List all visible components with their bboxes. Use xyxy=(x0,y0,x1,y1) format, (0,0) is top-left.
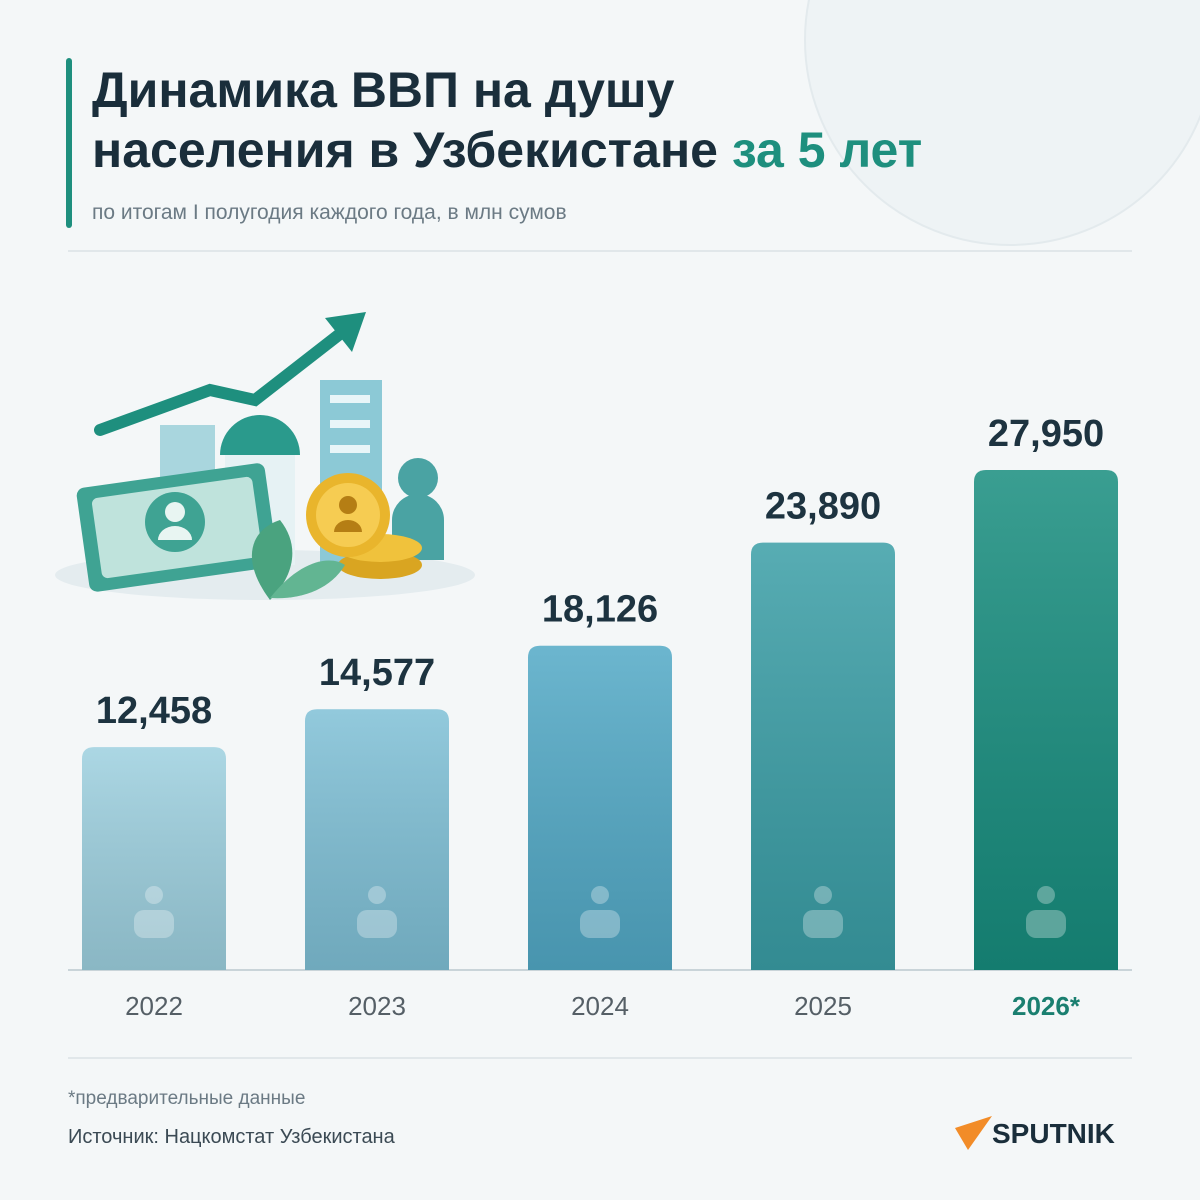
x-tick-label: 2024 xyxy=(571,991,629,1021)
subtitle: по итогам I полугодия каждого года, в мл… xyxy=(92,201,567,224)
value-label: 14,577 xyxy=(319,652,435,694)
value-label: 12,458 xyxy=(96,690,212,732)
brand-logo xyxy=(955,1116,992,1150)
bar-shade xyxy=(974,470,1118,970)
title-line: Динамика ВВП на душу xyxy=(92,62,675,118)
x-tick-label: 2025 xyxy=(794,991,852,1021)
brand: SPUTNIK xyxy=(992,1118,1115,1149)
bar-shade xyxy=(305,709,449,970)
bar-icon xyxy=(1037,886,1055,904)
bar-shade xyxy=(528,645,672,970)
value-label: 27,950 xyxy=(988,413,1104,455)
value-label: 23,890 xyxy=(765,486,881,528)
bar-icon xyxy=(814,886,832,904)
bar-icon xyxy=(357,910,397,938)
x-tick-label: 2023 xyxy=(348,991,406,1021)
bars: 12,458 2022 14,577 2023 18,126 2024 23,890 2025… xyxy=(82,413,1118,1021)
footnote: *предварительные данные xyxy=(68,1088,305,1109)
source: Источник: Нацкомстат Узбекистана xyxy=(68,1126,396,1148)
bar-icon xyxy=(591,886,609,904)
x-tick-label: 2026* xyxy=(1012,991,1081,1021)
accent-bar xyxy=(66,58,72,228)
value-label: 18,126 xyxy=(542,589,658,631)
bar-shade xyxy=(751,542,895,970)
bar-icon xyxy=(368,886,386,904)
bar-icon xyxy=(803,910,843,938)
x-tick-label: 2022 xyxy=(125,991,183,1021)
decor-circle xyxy=(804,0,1200,246)
title-line: населения в Узбекистане xyxy=(92,122,718,178)
bar-icon xyxy=(134,910,174,938)
bar-icon xyxy=(145,886,163,904)
bar-shade xyxy=(82,747,226,970)
title-line: населения в Узбекистане за 5 лет xyxy=(92,122,922,178)
illustration xyxy=(55,312,475,600)
bar-icon xyxy=(1026,910,1066,938)
bar-icon xyxy=(580,910,620,938)
title-highlight: за 5 лет xyxy=(732,122,922,178)
